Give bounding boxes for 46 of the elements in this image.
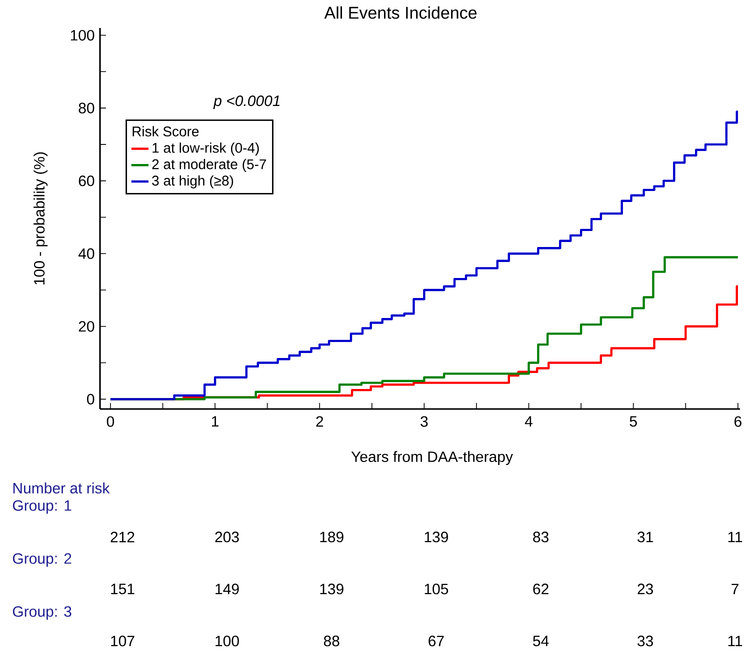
text: 107 xyxy=(111,636,134,646)
text: Group: 1 xyxy=(12,500,72,514)
legend-title: Risk Score xyxy=(132,126,199,136)
x-tick-label: 5 xyxy=(630,416,637,427)
x-tick-label: 3 xyxy=(420,416,428,427)
text: 149 xyxy=(216,584,239,594)
text: 203 xyxy=(215,532,239,542)
text: 31 xyxy=(638,532,653,542)
x-tick-label: 2 xyxy=(316,416,324,427)
x-axis-title: Years from DAA-therapy xyxy=(351,451,513,465)
text: 88 xyxy=(324,636,340,646)
legend-label: 1 at low-risk (0-4) xyxy=(152,142,259,156)
legend-label: 2 at moderate (5-7 xyxy=(152,158,266,172)
x-tick-label: 4 xyxy=(524,416,532,427)
chart-title: All Events Incidence xyxy=(324,6,477,19)
x-tick-label: 0 xyxy=(106,416,114,427)
text: 62 xyxy=(533,584,548,594)
y-tick-label: 20 xyxy=(78,321,94,332)
text: Number at risk xyxy=(13,482,110,494)
text: 105 xyxy=(424,584,448,594)
y-tick-label: 0 xyxy=(87,394,94,404)
y-tick-label: 60 xyxy=(78,176,94,186)
legend-label: 3 at high (≥8) xyxy=(152,175,234,188)
y-tick-label: 40 xyxy=(78,248,94,259)
text: 11 xyxy=(728,636,742,646)
text: 189 xyxy=(320,532,344,542)
text: 100 xyxy=(216,636,239,646)
text: 23 xyxy=(638,584,653,594)
text: Group: 3 xyxy=(12,606,72,620)
text: 67 xyxy=(428,636,444,646)
y-tick-label: 80 xyxy=(78,102,94,114)
y-tick-label: 100 xyxy=(70,30,94,41)
x-tick-label: 6 xyxy=(734,416,742,427)
text: 7 xyxy=(732,584,738,594)
annotation: p <0.0001 xyxy=(213,96,280,110)
text: 212 xyxy=(110,532,134,542)
text: 54 xyxy=(533,636,549,646)
text: 139 xyxy=(320,584,344,594)
y-axis-title: 100 - probability (%) xyxy=(34,152,48,284)
text: 11 xyxy=(728,532,742,542)
x-tick-label: 1 xyxy=(212,416,218,427)
text: 33 xyxy=(638,636,653,646)
text: 151 xyxy=(111,584,134,594)
text: Group: 2 xyxy=(12,553,72,567)
text: 139 xyxy=(424,532,448,542)
text: 83 xyxy=(533,532,548,542)
